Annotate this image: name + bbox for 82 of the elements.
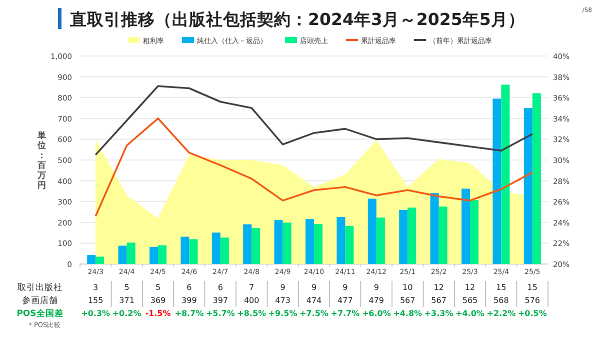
text: +5.7% xyxy=(206,309,235,318)
bar xyxy=(408,208,416,264)
bar xyxy=(212,232,220,264)
bar xyxy=(158,245,166,264)
bar xyxy=(96,256,104,264)
text: +7.7% xyxy=(330,309,360,318)
bar xyxy=(524,108,532,264)
bar xyxy=(376,218,385,264)
text: +2.2% xyxy=(486,309,516,318)
text: 473 xyxy=(275,296,290,305)
bar xyxy=(314,224,322,264)
text: +0.5% xyxy=(518,309,547,318)
text: -1.5% xyxy=(145,309,171,318)
text: 5 xyxy=(155,283,161,292)
bar xyxy=(336,216,346,264)
text: 6 xyxy=(186,283,192,292)
bar xyxy=(150,246,158,264)
text: 5 xyxy=(124,283,130,292)
line-series xyxy=(94,118,534,218)
bar xyxy=(399,210,408,264)
bar xyxy=(252,228,260,264)
text: 397 xyxy=(212,296,228,305)
text: 15 xyxy=(527,283,538,292)
text: +4.8% xyxy=(393,309,422,318)
text: +0.3% xyxy=(81,309,110,318)
bar xyxy=(368,198,376,264)
bar xyxy=(492,98,502,264)
bar xyxy=(274,220,283,264)
text: +4.0% xyxy=(456,309,484,318)
bar xyxy=(118,246,127,264)
bar xyxy=(243,224,252,264)
text: +7.5% xyxy=(300,309,328,318)
bar xyxy=(306,219,314,264)
bar xyxy=(462,188,470,264)
category-label: 取引出版社 xyxy=(18,283,62,293)
bar xyxy=(430,193,439,264)
text: 9 xyxy=(342,283,348,292)
text: 155 xyxy=(88,296,104,305)
category-label: POS全国差 xyxy=(16,309,64,319)
bar xyxy=(180,236,190,264)
bar xyxy=(220,238,229,264)
text: 9 xyxy=(311,283,317,292)
text: 567 xyxy=(400,296,416,305)
text: +3.3% xyxy=(424,309,454,318)
bar xyxy=(282,222,292,264)
text: 474 xyxy=(306,296,322,305)
bar xyxy=(470,200,478,264)
bar xyxy=(438,206,448,264)
bar xyxy=(126,242,136,264)
text: +9.5% xyxy=(268,309,298,318)
y-axis-title: 単位：百万円 xyxy=(36,130,46,191)
text: 477 xyxy=(338,296,353,305)
text: 399 xyxy=(182,296,197,305)
text: +0.2% xyxy=(112,309,142,318)
text: 369 xyxy=(150,296,166,305)
bar xyxy=(345,226,354,264)
text: 12 xyxy=(464,283,476,292)
text: +8.7% xyxy=(174,309,204,318)
text: 15 xyxy=(496,283,506,292)
text: 565 xyxy=(462,296,478,305)
category-label: 参画店舗 xyxy=(22,296,58,306)
text: 7 xyxy=(249,283,254,292)
text: 9 xyxy=(374,283,379,292)
text: 10 xyxy=(402,283,413,292)
text: 3 xyxy=(93,283,98,292)
text: 371 xyxy=(119,296,134,305)
bar xyxy=(532,93,541,264)
line-series xyxy=(94,85,534,156)
text: 400 xyxy=(244,296,260,305)
text: 576 xyxy=(524,296,540,305)
text: +6.0% xyxy=(362,309,391,318)
bar xyxy=(87,255,96,264)
text: 568 xyxy=(494,296,509,305)
text: 9 xyxy=(280,283,286,292)
text: 6 xyxy=(218,283,223,292)
bar xyxy=(501,84,510,264)
bar xyxy=(189,239,198,264)
text: 567 xyxy=(431,296,446,305)
text: +8.5% xyxy=(237,309,266,318)
text: 12 xyxy=(434,283,444,292)
chart-title: 直取引推移（出版社包括契約：2024年3月～2025年5月） xyxy=(69,10,525,29)
text: 479 xyxy=(368,296,384,305)
